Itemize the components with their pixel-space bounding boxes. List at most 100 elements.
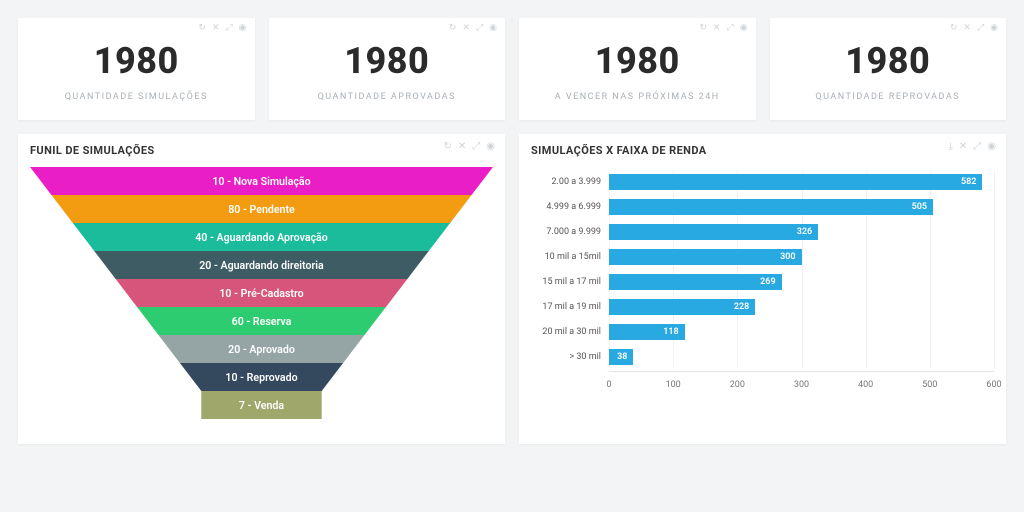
close-icon[interactable]: ✕ [713,24,721,33]
close-icon[interactable]: ✕ [462,24,470,33]
kpi-row: ↻ ✕ ⤢ ◉ 1980 QUANTIDADE SIMULAÇÕES ↻ ✕ ⤢… [18,18,1006,120]
visibility-icon[interactable]: ◉ [990,24,998,33]
panel-controls[interactable]: ↻ ✕ ⤢ ◉ [443,142,495,152]
bar-track: 118 [609,324,994,340]
bar-category-label: 15 mil a 17 mil [531,277,609,287]
bar-row: 20 mil a 30 mil 118 [531,321,994,343]
kpi-value: 1980 [533,40,742,82]
bar-category-label: 17 mil a 19 mil [531,302,609,312]
bar-value-label: 269 [756,274,779,290]
bar-fill[interactable] [609,174,982,190]
funnel-segment-label: 40 - Aguardando Aprovação [195,231,328,244]
bar-fill[interactable] [609,249,802,265]
refresh-icon[interactable]: ↻ [699,24,707,33]
visibility-icon[interactable]: ◉ [239,24,247,33]
funnel-segment-label: 10 - Nova Simulação [212,175,310,188]
kpi-label: QUANTIDADE SIMULAÇÕES [32,92,241,102]
bar-category-label: 7.000 a 9.999 [531,227,609,237]
xaxis-tick: 500 [922,380,937,390]
bar-row: 10 mil a 15mil 300 [531,246,994,268]
kpi-card-aprovadas: ↻ ✕ ⤢ ◉ 1980 QUANTIDADE APROVADAS [269,18,506,120]
charts-row: ↻ ✕ ⤢ ◉ FUNIL DE SIMULAÇÕES 10 - Nova Si… [18,134,1006,444]
kpi-value: 1980 [283,40,492,82]
kpi-label: QUANTIDADE APROVADAS [283,92,492,102]
kpi-label: A VENCER NAS PRÓXIMAS 24H [533,92,742,102]
bar-fill[interactable] [609,224,818,240]
bar-row: 7.000 a 9.999 326 [531,221,994,243]
bar-value-label: 118 [659,324,682,340]
funnel-segment-label: 7 - Venda [239,399,284,412]
bar-value-label: 582 [957,174,980,190]
bar-category-label: 2.00 a 3.999 [531,177,609,187]
bar-track: 505 [609,199,994,215]
bar-category-label: 4.999 a 6.999 [531,202,609,212]
close-icon[interactable]: ✕ [959,142,967,152]
expand-icon[interactable]: ⤢ [476,24,483,33]
xaxis-tick: 600 [986,380,1001,390]
xaxis-tick: 400 [858,380,873,390]
xaxis-tick: 0 [606,380,611,390]
expand-icon[interactable]: ⤢ [726,24,733,33]
bar-track: 228 [609,299,994,315]
visibility-icon[interactable]: ◉ [987,142,996,152]
funnel-chart: 10 - Nova Simulação 80 - Pendente 40 - Agu… [30,167,493,419]
download-icon[interactable]: ⤓ [948,142,952,152]
xaxis-tick: 100 [666,380,681,390]
panel-title: FUNIL DE SIMULAÇÕES [30,144,493,157]
panel-controls[interactable]: ⤓ ✕ ⤢ ◉ [948,142,996,152]
bar-track: 300 [609,249,994,265]
bar-value-label: 326 [793,224,816,240]
bar-row: 15 mil a 17 mil 269 [531,271,994,293]
funnel-segment-label: 20 - Aguardando direitoria [199,259,324,272]
bar-row: 4.999 a 6.999 505 [531,196,994,218]
expand-icon[interactable]: ⤢ [973,142,981,152]
bar-value-label: 38 [613,349,631,365]
bar-row: > 30 mil 38 [531,346,994,368]
refresh-icon[interactable]: ↻ [449,24,457,33]
kpi-card-reprovadas: ↻ ✕ ⤢ ◉ 1980 QUANTIDADE REPROVADAS [770,18,1007,120]
xaxis-tick: 200 [730,380,745,390]
bar-chart: 2.00 a 3.999 582 4.999 a 6.999 505 7.000 a 9… [531,171,994,387]
visibility-icon[interactable]: ◉ [486,142,495,152]
card-controls[interactable]: ↻ ✕ ⤢ ◉ [198,24,246,33]
kpi-value: 1980 [32,40,241,82]
panel-funnel: ↻ ✕ ⤢ ◉ FUNIL DE SIMULAÇÕES 10 - Nova Si… [18,134,505,444]
expand-icon[interactable]: ⤢ [225,24,232,33]
funnel-segment-label: 10 - Pré-Cadastro [219,287,303,300]
bar-value-label: 300 [776,249,799,265]
card-controls[interactable]: ↻ ✕ ⤢ ◉ [449,24,497,33]
bar-category-label: 10 mil a 15mil [531,252,609,262]
close-icon[interactable]: ✕ [212,24,220,33]
funnel-segment-label: 20 - Aprovado [228,343,295,356]
bar-fill[interactable] [609,199,933,215]
refresh-icon[interactable]: ↻ [198,24,206,33]
xaxis-tick: 300 [794,380,809,390]
panel-barchart: ⤓ ✕ ⤢ ◉ SIMULAÇÕES X FAIXA DE RENDA 2.00… [519,134,1006,444]
refresh-icon[interactable]: ↻ [443,142,451,152]
refresh-icon[interactable]: ↻ [950,24,958,33]
card-controls[interactable]: ↻ ✕ ⤢ ◉ [950,24,998,33]
bar-category-label: > 30 mil [531,352,609,362]
funnel-segment-label: 60 - Reserva [232,315,292,328]
funnel-segment-label: 80 - Pendente [228,203,295,216]
close-icon[interactable]: ✕ [458,142,466,152]
bar-value-label: 505 [908,199,931,215]
bar-category-label: 20 mil a 30 mil [531,327,609,337]
funnel-segment-label: 10 - Reprovado [225,371,297,384]
bar-row: 2.00 a 3.999 582 [531,171,994,193]
expand-icon[interactable]: ⤢ [977,24,984,33]
kpi-card-simulacoes: ↻ ✕ ⤢ ◉ 1980 QUANTIDADE SIMULAÇÕES [18,18,255,120]
bar-track: 38 [609,349,994,365]
kpi-value: 1980 [784,40,993,82]
close-icon[interactable]: ✕ [963,24,971,33]
expand-icon[interactable]: ⤢ [472,142,480,152]
visibility-icon[interactable]: ◉ [740,24,748,33]
bar-track: 582 [609,174,994,190]
visibility-icon[interactable]: ◉ [489,24,497,33]
bar-track: 326 [609,224,994,240]
kpi-card-vencer24h: ↻ ✕ ⤢ ◉ 1980 A VENCER NAS PRÓXIMAS 24H [519,18,756,120]
kpi-label: QUANTIDADE REPROVADAS [784,92,993,102]
bar-value-label: 228 [730,299,753,315]
card-controls[interactable]: ↻ ✕ ⤢ ◉ [699,24,747,33]
bar-row: 17 mil a 19 mil 228 [531,296,994,318]
